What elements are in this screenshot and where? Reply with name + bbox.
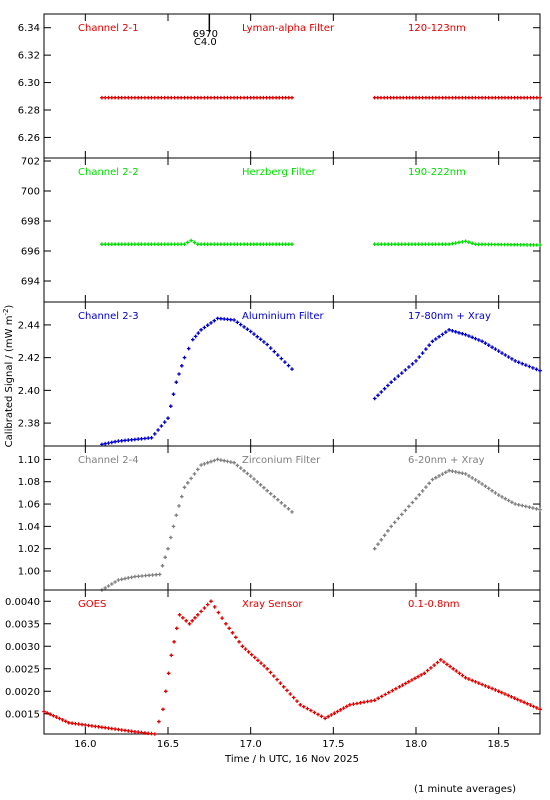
y-tick-label: 1.00	[18, 567, 40, 578]
y-tick-label: 1.04	[18, 522, 40, 533]
series-1	[100, 316, 294, 447]
y-tick-label: 694	[21, 277, 40, 288]
panel-label-filter: Aluminium Filter	[242, 311, 325, 322]
y-tick-label: 6.28	[18, 106, 40, 117]
y-tick-label: 6.32	[18, 51, 40, 62]
y-tick-label: 0.0015	[5, 709, 40, 720]
panel-label-channel: Channel 2-2	[78, 167, 139, 178]
panel-frame	[43, 589, 541, 735]
panel-label-channel: Channel 2-1	[78, 23, 139, 34]
x-tick-label: 17.5	[322, 739, 344, 750]
y-tick-label: 0.0030	[5, 642, 40, 653]
panel-label-band: 120-123nm	[408, 23, 466, 34]
y-tick-label: 1.10	[18, 455, 40, 466]
series-1	[100, 457, 294, 592]
footnote: (1 minute averages)	[414, 784, 516, 795]
flare-class-label: C4.0	[194, 37, 217, 48]
panel-frame	[43, 445, 541, 591]
panel-5: 0.0015 0.0020 0.0025 0.0030 0.0035 0.0040 GOES…	[5, 589, 542, 736]
x-tick-label: 16.5	[157, 739, 179, 750]
y-tick-label: 2.42	[18, 353, 40, 364]
panel-frame	[43, 157, 541, 303]
series-2	[372, 468, 542, 551]
flare-marker-label: 6970	[193, 29, 218, 40]
y-tick-label: 2.38	[18, 419, 40, 430]
y-tick-label: 2.40	[18, 386, 40, 397]
panel-3: 2.38 2.40 2.42 2.44 Channel 2-3 Aluminium Fil…	[18, 301, 542, 447]
y-tick-label: 0.0040	[5, 597, 40, 608]
x-tick-label: 16.0	[74, 739, 96, 750]
y-tick-label: 698	[21, 217, 40, 228]
x-tick-label: 18.5	[488, 739, 510, 750]
x-tick-label: 18.0	[405, 739, 427, 750]
panel-label-filter: Zirconium Filter	[242, 455, 321, 466]
y-axis-label: Calibrated Signal / (mW m-2)	[2, 305, 15, 448]
panel-label-filter: Xray Sensor	[242, 599, 303, 610]
x-tick-label: 17.0	[240, 739, 262, 750]
y-tick-label: 1.06	[18, 500, 40, 511]
series-2	[372, 95, 542, 100]
panel-4: 1.00 1.02 1.04 1.06 1.08 1.10 Channel 2-4 Zirco…	[18, 445, 542, 592]
series-2	[372, 328, 542, 401]
panel-2: 694 696 698 700 702 Channel 2-2 Herzberg Filte…	[21, 157, 542, 303]
y-tick-label: 1.02	[18, 544, 40, 555]
panel-label-channel: Channel 2-4	[78, 455, 139, 466]
series-1	[100, 95, 294, 100]
series-2	[372, 239, 542, 247]
y-tick-label: 0.0020	[5, 687, 40, 698]
y-tick-label: 700	[21, 187, 40, 198]
panel-label-band: 6-20nm + Xray	[408, 455, 485, 466]
series-1	[42, 599, 542, 736]
y-tick-label: 702	[21, 157, 40, 168]
panel-label-filter: Herzberg Filter	[242, 167, 317, 178]
panel-label-channel: Channel 2-3	[78, 311, 139, 322]
panel-label-band: 17-80nm + Xray	[408, 311, 491, 322]
y-tick-label: 0.0025	[5, 664, 40, 675]
panel-label-filter: Lyman-alpha Filter	[242, 23, 335, 34]
y-tick-label: 2.44	[18, 320, 40, 331]
panel-label-band: 0.1-0.8nm	[408, 599, 460, 610]
panel-frame	[43, 13, 541, 159]
x-axis-label: Time / h UTC, 16 Nov 2025	[224, 754, 359, 765]
y-tick-label: 696	[21, 247, 40, 258]
y-tick-label: 6.26	[18, 133, 40, 144]
panel-label-channel: GOES	[78, 599, 106, 610]
y-tick-label: 0.0035	[5, 619, 40, 630]
y-tick-label: 6.30	[18, 78, 40, 89]
panel-label-band: 190-222nm	[408, 167, 466, 178]
panel-frame	[43, 301, 541, 447]
series-1	[100, 238, 294, 246]
y-tick-label: 6.34	[18, 23, 40, 34]
y-tick-label: 1.08	[18, 477, 40, 488]
panel-1: 6.26 6.28 6.30 6.32 6.34 Channel 2-1 Lyman-alp…	[18, 13, 542, 159]
